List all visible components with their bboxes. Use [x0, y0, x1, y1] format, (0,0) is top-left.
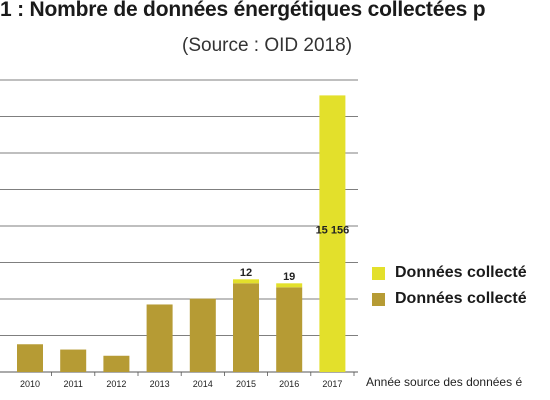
x-tick-label-2015: 2015 — [236, 379, 256, 389]
chart-subtitle: (Source : OID 2018) — [182, 35, 353, 56]
x-tick-label-2017: 2017 — [322, 379, 342, 389]
x-tick-label-2011: 2011 — [64, 379, 83, 389]
legend-swatch-yellow — [372, 266, 385, 280]
bar-series2-2014 — [189, 298, 216, 372]
bar-series2-2015 — [233, 283, 259, 372]
bar-series1-2016 — [276, 283, 303, 288]
x-tick-label-2016: 2016 — [279, 379, 299, 389]
legend-item-collected-2: Données collecté — [372, 290, 527, 308]
chart-title: 1 : Nombre de données énergétiques colle… — [0, 0, 486, 21]
legend-label-1: Données collecté — [395, 264, 527, 281]
bar-series2-2013 — [146, 304, 173, 372]
bar-series2-2012 — [103, 355, 130, 372]
bar-series2-2016 — [276, 287, 303, 372]
legend-item-collected-1: Données collecté — [372, 264, 527, 282]
bar-series2-2011 — [60, 349, 87, 372]
data-label-2017: 15 156 — [316, 225, 350, 237]
bar-series1-2015 — [233, 279, 259, 284]
x-tick-label-2010: 2010 — [20, 379, 40, 389]
x-tick-label-2012: 2012 — [106, 379, 126, 389]
legend-swatch-olive — [372, 292, 385, 306]
x-tick-label-2013: 2013 — [150, 379, 170, 389]
data-label-2016: 19 — [283, 271, 295, 283]
x-tick-label-2014: 2014 — [193, 379, 213, 389]
x-axis-label: Année source des données é — [366, 375, 523, 389]
data-label-2015: 12 — [240, 267, 252, 279]
legend-label-2: Données collecté — [395, 290, 527, 307]
bar-series1-2017 — [319, 95, 346, 372]
bar-series2-2010 — [17, 344, 43, 372]
